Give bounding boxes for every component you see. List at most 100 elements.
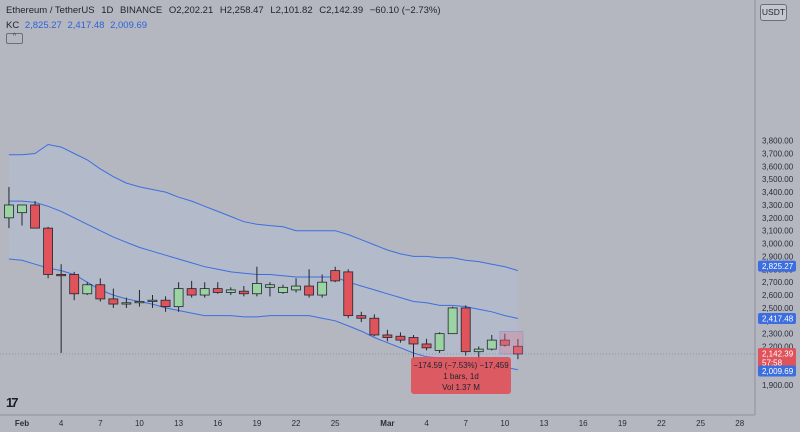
candle-body [56, 274, 67, 277]
indicator-legend[interactable]: KC 2,825.27 2,417.48 2,009.69 [6, 20, 147, 31]
chart-legend: Ethereum / TetherUS 1D BINANCE O2,202.21… [6, 5, 445, 16]
candle-body [369, 317, 380, 336]
y-tick-label: 3,700.00 [762, 149, 794, 158]
candle-body [291, 285, 301, 291]
y-tick-label: 2,900.00 [762, 252, 794, 261]
candle-body [238, 290, 249, 295]
price-label-tag [758, 347, 796, 368]
x-tick-label: 4 [59, 419, 64, 428]
candle-body [173, 288, 184, 308]
x-tick-label: 19 [618, 419, 627, 428]
candle-body [460, 307, 471, 353]
kc-lower-value: 2,009.69 [110, 20, 148, 31]
close-value: C2,142.39 [319, 5, 364, 16]
candle-body [513, 345, 523, 355]
y-tick-label: 2,200.00 [762, 343, 794, 352]
high-value: H2,258.47 [219, 5, 264, 16]
x-tick-label: 22 [657, 419, 666, 428]
y-tick-label: 2,500.00 [762, 304, 794, 313]
y-tick-label: 3,100.00 [762, 227, 794, 236]
y-tick-label: 3,000.00 [762, 240, 794, 249]
x-tick-label: Mar [380, 419, 394, 428]
candle-body [447, 307, 458, 335]
candle-body [343, 271, 354, 317]
candle-body [395, 335, 406, 341]
price-label-tag [758, 260, 796, 272]
candle-body [186, 288, 197, 296]
candle-body [421, 343, 432, 349]
measure-volume: Vol 1.37 M [442, 383, 480, 392]
symbol-name[interactable]: Ethereum / TetherUS [6, 5, 95, 16]
indicator-name: KC [6, 20, 20, 31]
y-tick-label: 2,600.00 [762, 291, 794, 300]
y-tick-label: 3,300.00 [762, 201, 794, 210]
y-tick-label: 3,800.00 [762, 137, 794, 146]
tradingview-logo[interactable]: 17 [6, 395, 19, 410]
x-tick-label: 4 [424, 419, 429, 428]
candle-body [108, 298, 119, 305]
candle-body [160, 299, 171, 308]
candle-body [317, 281, 328, 296]
kc-upper-value: 2,825.27 [24, 20, 62, 31]
candle-body [382, 334, 393, 338]
candle-body [251, 283, 262, 295]
candle-body [82, 284, 93, 295]
candle-body [95, 284, 106, 300]
x-tick-label: 25 [696, 419, 705, 428]
open-value: O2,202.21 [168, 5, 214, 16]
x-tick-label: 7 [98, 419, 103, 428]
candle-body [134, 301, 145, 304]
x-tick-label: 7 [463, 419, 468, 428]
interval[interactable]: 1D [101, 5, 114, 16]
y-tick-label: 1,900.00 [762, 381, 794, 390]
candle-body [330, 270, 341, 282]
candle-body [356, 315, 367, 319]
x-tick-label: 25 [331, 419, 340, 428]
measure-bars: 1 bars, 1d [443, 372, 479, 381]
price-label-text: 2,142.39 [762, 349, 794, 358]
low-value: L2,101.82 [270, 5, 313, 16]
kc-middle-line [8, 200, 519, 319]
y-tick-label: 2,300.00 [762, 330, 794, 339]
candle-body [434, 333, 445, 351]
collapse-legend-button[interactable]: ^ [6, 33, 23, 44]
y-tick-label: 2,700.00 [762, 278, 794, 287]
candle-body [473, 348, 484, 353]
candle-body [69, 274, 80, 295]
candle-body [30, 204, 40, 229]
measure-change: −174.59 (−7.53%) −17,459 [413, 361, 509, 370]
y-tick-label: 3,400.00 [762, 188, 794, 197]
candle-body [486, 339, 497, 350]
price-label-text: 2,825.27 [762, 262, 794, 271]
x-tick-label: 10 [135, 419, 144, 428]
y-tick-label: 3,600.00 [762, 162, 794, 171]
candle-body [199, 288, 210, 296]
candle-body [4, 204, 14, 219]
candle-body [225, 289, 236, 293]
price-label-tag [758, 365, 796, 377]
candle-body [147, 299, 158, 302]
x-tick-label: 22 [292, 419, 301, 428]
x-tick-label: 16 [213, 419, 222, 428]
y-tick-label: 3,200.00 [762, 214, 794, 223]
candle-body [278, 286, 288, 293]
x-tick-label: 19 [252, 419, 261, 428]
x-tick-label: 10 [500, 419, 509, 428]
candle-body [121, 302, 132, 305]
candle-body [43, 227, 53, 275]
candle-body [499, 339, 510, 346]
currency-button[interactable]: USDT [760, 4, 787, 21]
measure-tooltip [411, 357, 511, 394]
price-label-text: 2,417.48 [762, 315, 794, 324]
measure-range [499, 331, 524, 355]
kc-band-fill [8, 144, 518, 370]
x-tick-label: 13 [174, 419, 183, 428]
candle-body [265, 284, 275, 288]
price-label-text: 2,009.69 [762, 367, 794, 376]
candle-body [304, 285, 315, 296]
change-value: −60.10 (−2.73%) [369, 5, 441, 16]
kc-middle-value: 2,417.48 [67, 20, 105, 31]
kc-upper-line [8, 143, 519, 272]
x-tick-label: 13 [540, 419, 549, 428]
